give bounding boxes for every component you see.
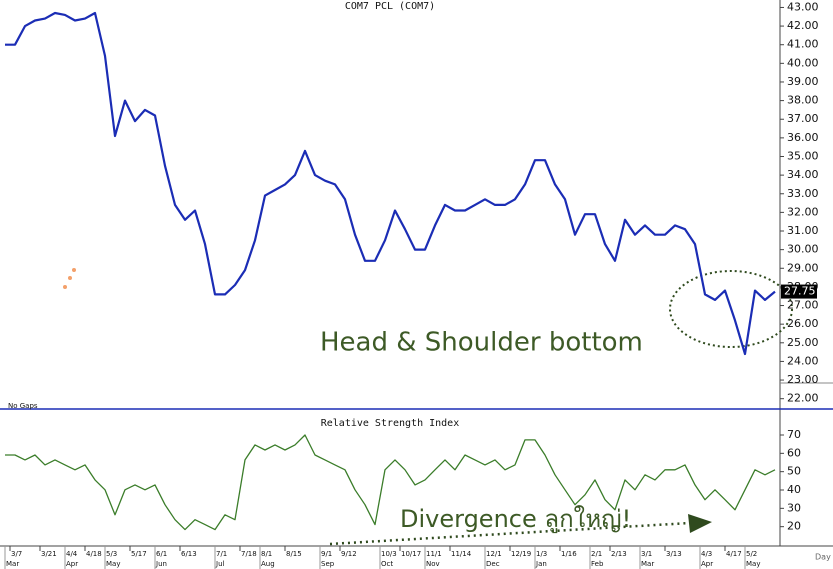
y-tick-label: 25.00 xyxy=(787,336,819,349)
x-unit: Day xyxy=(815,553,831,562)
x-tick-label: 6/1 xyxy=(156,550,167,558)
y-tick-label: 39.00 xyxy=(787,75,819,88)
x-tick-label: 7/1 xyxy=(216,550,227,558)
last-price-label: 27.75 xyxy=(784,285,816,298)
y-tick-label: 32.00 xyxy=(787,205,819,218)
last-price-box xyxy=(781,284,817,299)
x-tick-label: 3/7 xyxy=(11,550,22,558)
x-tick-label: 4/3 xyxy=(701,550,712,558)
x-tick-label: 9/1 xyxy=(321,550,332,558)
month-label: Apr xyxy=(66,560,78,568)
month-label: Oct xyxy=(381,560,393,568)
x-tick-label: 3/13 xyxy=(666,550,682,558)
x-tick-label: 11/1 xyxy=(426,550,442,558)
month-label: Dec xyxy=(486,560,500,568)
y-tick-label: 50 xyxy=(787,465,801,478)
x-tick-label: 10/3 xyxy=(381,550,397,558)
month-label: Nov xyxy=(426,560,440,568)
y-tick-label: 40 xyxy=(787,483,801,496)
x-tick-label: 9/12 xyxy=(341,550,357,558)
x-tick-label: 7/18 xyxy=(241,550,257,558)
x-tick-label: 1/3 xyxy=(536,550,547,558)
x-tick-label: 2/13 xyxy=(611,550,627,558)
x-tick-label: 5/17 xyxy=(131,550,147,558)
y-tick-label: 35.00 xyxy=(787,149,819,162)
y-tick-label: 30 xyxy=(787,501,801,514)
x-tick-label: 6/13 xyxy=(181,550,197,558)
chart-title: Relative Strength Index xyxy=(321,418,459,429)
divergence-arrow xyxy=(329,521,691,546)
y-tick-label: 36.00 xyxy=(787,131,819,144)
x-tick-label: 12/1 xyxy=(486,550,502,558)
y-tick-label: 31.00 xyxy=(787,224,819,237)
highlight-ellipse xyxy=(669,270,793,348)
y-tick-label: 22.00 xyxy=(787,392,819,405)
month-label: Jun xyxy=(155,560,167,568)
decor-dot xyxy=(72,268,76,272)
x-tick-label: 8/1 xyxy=(261,550,272,558)
x-tick-label: 2/1 xyxy=(591,550,602,558)
x-tick-label: 12/19 xyxy=(511,550,531,558)
month-label: May xyxy=(106,560,120,568)
y-tick-label: 20 xyxy=(787,520,801,533)
month-label: Jan xyxy=(535,560,547,568)
x-tick-label: 5/2 xyxy=(746,550,757,558)
chart-title: COM7 PCL (COM7) xyxy=(345,1,435,12)
annotation: Divergence ลูกใหญ่! xyxy=(400,505,631,534)
note: No Gaps xyxy=(8,402,38,410)
y-tick-label: 43.00 xyxy=(787,0,819,13)
x-tick-label: 8/15 xyxy=(286,550,302,558)
series-line xyxy=(5,434,776,531)
y-tick-label: 30.00 xyxy=(787,243,819,256)
y-tick-label: 29.00 xyxy=(787,261,819,274)
month-label: Feb xyxy=(591,560,604,568)
x-tick-label: 10/17 xyxy=(401,550,421,558)
y-tick-label: 34.00 xyxy=(787,168,819,181)
y-tick-label: 41.00 xyxy=(787,38,819,51)
month-label: Aug xyxy=(261,560,275,568)
y-tick-label: 37.00 xyxy=(787,112,819,125)
month-label: Apr xyxy=(701,560,713,568)
month-label: May xyxy=(746,560,760,568)
month-label: Mar xyxy=(6,560,19,568)
month-label: Mar xyxy=(641,560,654,568)
y-tick-label: 38.00 xyxy=(787,94,819,107)
y-tick-label: 70 xyxy=(787,428,801,441)
y-tick-label: 26.00 xyxy=(787,317,819,330)
y-tick-label: 33.00 xyxy=(787,187,819,200)
y-tick-label: 42.00 xyxy=(787,19,819,32)
x-tick-label: 1/16 xyxy=(561,550,577,558)
y-tick-label: 24.00 xyxy=(787,354,819,367)
x-tick-label: 3/21 xyxy=(41,550,57,558)
x-tick-label: 4/18 xyxy=(86,550,102,558)
x-tick-label: 3/1 xyxy=(641,550,652,558)
y-tick-label: 27.00 xyxy=(787,299,819,312)
y-tick-label: 60 xyxy=(787,446,801,459)
decor-dot xyxy=(68,276,72,280)
month-label: Jul xyxy=(215,560,225,568)
series-line xyxy=(5,11,776,356)
y-tick-label: 40.00 xyxy=(787,56,819,69)
decor-dot xyxy=(63,285,67,289)
arrow-head xyxy=(688,514,712,533)
x-tick-label: 4/17 xyxy=(726,550,742,558)
annotation: Head & Shoulder bottom xyxy=(320,328,643,358)
month-label: Sep xyxy=(321,560,335,568)
x-tick-label: 4/4 xyxy=(66,550,78,558)
y-tick-label: 23.00 xyxy=(787,373,819,386)
x-tick-label: 11/14 xyxy=(451,550,472,558)
x-tick-label: 5/3 xyxy=(106,550,117,558)
